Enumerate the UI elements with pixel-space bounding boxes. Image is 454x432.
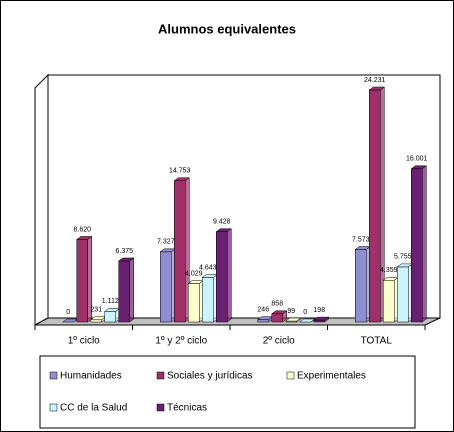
bar (118, 257, 135, 323)
legend-swatch (156, 403, 165, 412)
bar (271, 310, 288, 323)
bar-face (76, 236, 93, 240)
bar (215, 228, 232, 323)
data-label: 4.359 (380, 267, 398, 274)
x-tick-label: 2º ciclo (263, 336, 295, 347)
data-label: 24.231 (364, 77, 386, 84)
bar-face (410, 165, 427, 170)
bar-face (411, 168, 423, 323)
bar (354, 245, 371, 323)
legend-swatch (156, 371, 165, 380)
bar (173, 177, 190, 323)
data-label: 6.375 (115, 248, 133, 255)
bar-face (188, 283, 200, 323)
bar (382, 276, 399, 323)
x-tick-label: 1º y 2º ciclo (155, 336, 207, 347)
legend-swatch (286, 371, 295, 380)
bar-face (397, 266, 409, 323)
legend-label: Experimentales (297, 371, 366, 382)
legend-box (39, 355, 416, 429)
bar-face (173, 177, 190, 181)
bar-face (368, 86, 385, 91)
x-tick-label: TOTAL (361, 336, 393, 347)
side-wall (34, 73, 49, 326)
data-label: 231 (90, 307, 102, 314)
data-label: 4.643 (199, 264, 217, 271)
chart-title: Alumnos equivalentes (158, 21, 296, 36)
bar-face (118, 260, 130, 323)
bar (104, 307, 121, 323)
bar-face (285, 317, 302, 322)
data-label: 14.753 (169, 168, 191, 175)
bar-face (422, 165, 427, 323)
bar-face (299, 318, 316, 323)
legend-label: Humanidades (60, 371, 122, 382)
bar (313, 316, 330, 323)
legend-label: Técnicas (167, 403, 207, 414)
bar (410, 165, 427, 323)
bar-face (355, 249, 367, 323)
legend-swatch (49, 371, 58, 380)
bar-face (369, 89, 381, 323)
bar-face (76, 239, 88, 323)
bar-face (271, 313, 283, 323)
bar (299, 318, 316, 323)
bar (368, 86, 385, 323)
data-label: 198 (313, 307, 325, 314)
bar-face (313, 319, 325, 323)
bar (187, 279, 204, 323)
data-label: 16.001 (406, 156, 428, 163)
bar-face (104, 311, 116, 323)
data-label: 7.573 (352, 236, 370, 243)
bar-face (271, 310, 288, 315)
bar (396, 263, 413, 323)
bar-face (313, 316, 330, 321)
data-label: 0 (303, 309, 307, 316)
bar-face (90, 319, 102, 323)
x-tick-label: 1º ciclo (68, 336, 100, 347)
legend-label: CC de la Salud (60, 403, 127, 414)
bar-face (227, 228, 232, 323)
data-label: 8.620 (73, 226, 91, 233)
data-label: 1.112 (102, 298, 119, 305)
bar-face (202, 277, 214, 323)
bar-face (174, 180, 186, 323)
data-label: 4.029 (185, 270, 203, 277)
bar-face (216, 231, 228, 323)
bar-face (383, 280, 395, 323)
bar (159, 248, 176, 323)
data-label: 5.755 (394, 254, 412, 261)
bar-face (257, 319, 269, 323)
bar-face (215, 228, 232, 232)
data-label: 858 (271, 301, 283, 308)
data-label: 0 (66, 309, 70, 316)
bar-face (160, 251, 172, 323)
data-label: 7.327 (157, 239, 175, 246)
legend-label: Sociales y jurídicas (167, 371, 253, 382)
bar (285, 317, 302, 323)
data-label: 9.428 (213, 219, 231, 226)
data-label: 246 (257, 306, 269, 313)
legend-swatch (49, 403, 58, 412)
bar-face (118, 257, 135, 262)
data-label: 99 (287, 308, 295, 315)
bar (201, 274, 218, 323)
bar-face (129, 257, 134, 323)
